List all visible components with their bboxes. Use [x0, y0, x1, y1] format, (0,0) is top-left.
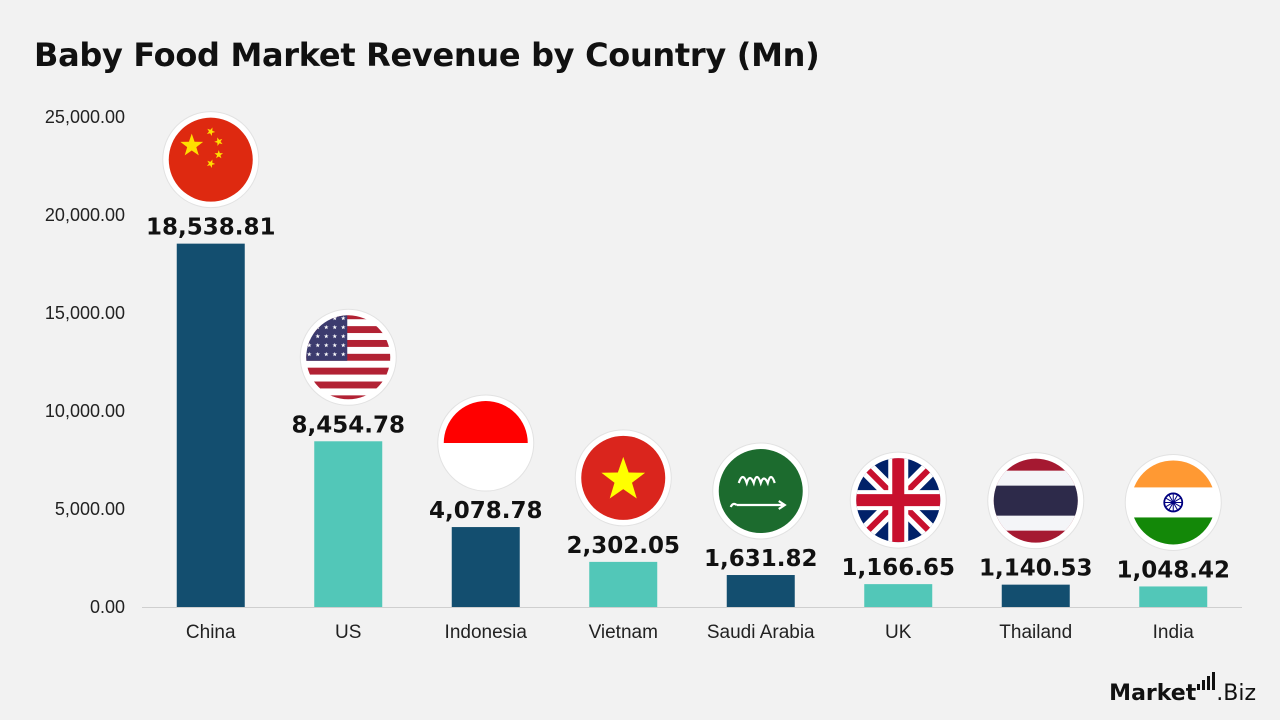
us-flag-icon — [299, 308, 397, 406]
value-label: 1,048.42 — [1117, 557, 1231, 583]
brand-text-market: Market — [1109, 681, 1197, 706]
value-label: 4,078.78 — [429, 498, 543, 524]
value-label: 18,538.81 — [146, 215, 276, 241]
thailand-flag-icon — [987, 452, 1085, 550]
bar-indonesia — [451, 527, 520, 607]
vietnam-flag-icon — [574, 429, 672, 527]
y-tick-label: 5,000.00 — [55, 499, 125, 519]
x-tick-label: India — [1153, 622, 1195, 643]
brand-bars-icon — [1197, 672, 1216, 690]
bar-us — [314, 441, 383, 607]
y-tick-label: 25,000.00 — [45, 107, 125, 127]
x-tick-label: UK — [885, 622, 912, 643]
x-tick-label: Vietnam — [589, 622, 658, 643]
value-label: 1,631.82 — [704, 546, 818, 572]
india-flag-icon — [1124, 453, 1222, 551]
y-tick-label: 10,000.00 — [45, 401, 125, 421]
x-tick-label: Saudi Arabia — [707, 622, 815, 643]
x-tick-label: US — [335, 622, 361, 643]
value-label: 1,140.53 — [979, 556, 1093, 582]
bar-india — [1139, 586, 1208, 607]
x-tick-label: Thailand — [999, 622, 1072, 643]
brand-logo: Market .Biz — [1109, 672, 1256, 706]
bar-vietnam — [589, 561, 658, 607]
bar-china — [176, 243, 245, 607]
value-label: 1,166.65 — [842, 555, 956, 581]
x-tick-label: China — [186, 622, 236, 643]
y-tick-label: 20,000.00 — [45, 205, 125, 225]
saudi-arabia-flag-icon — [712, 442, 810, 540]
y-tick-label: 15,000.00 — [45, 303, 125, 323]
brand-text-biz: .Biz — [1216, 681, 1256, 706]
bar-thailand — [1001, 584, 1070, 607]
uk-flag-icon — [849, 451, 947, 549]
value-label: 2,302.05 — [567, 533, 681, 559]
y-tick-label: 0.00 — [90, 597, 125, 617]
value-label: 8,454.78 — [292, 412, 406, 438]
x-tick-label: Indonesia — [445, 622, 528, 643]
bar-saudi-arabia — [726, 575, 795, 607]
indonesia-flag-icon — [437, 394, 535, 492]
china-flag-icon — [162, 111, 260, 209]
bar-uk — [864, 584, 933, 607]
chart-title: Baby Food Market Revenue by Country (Mn) — [34, 36, 820, 74]
